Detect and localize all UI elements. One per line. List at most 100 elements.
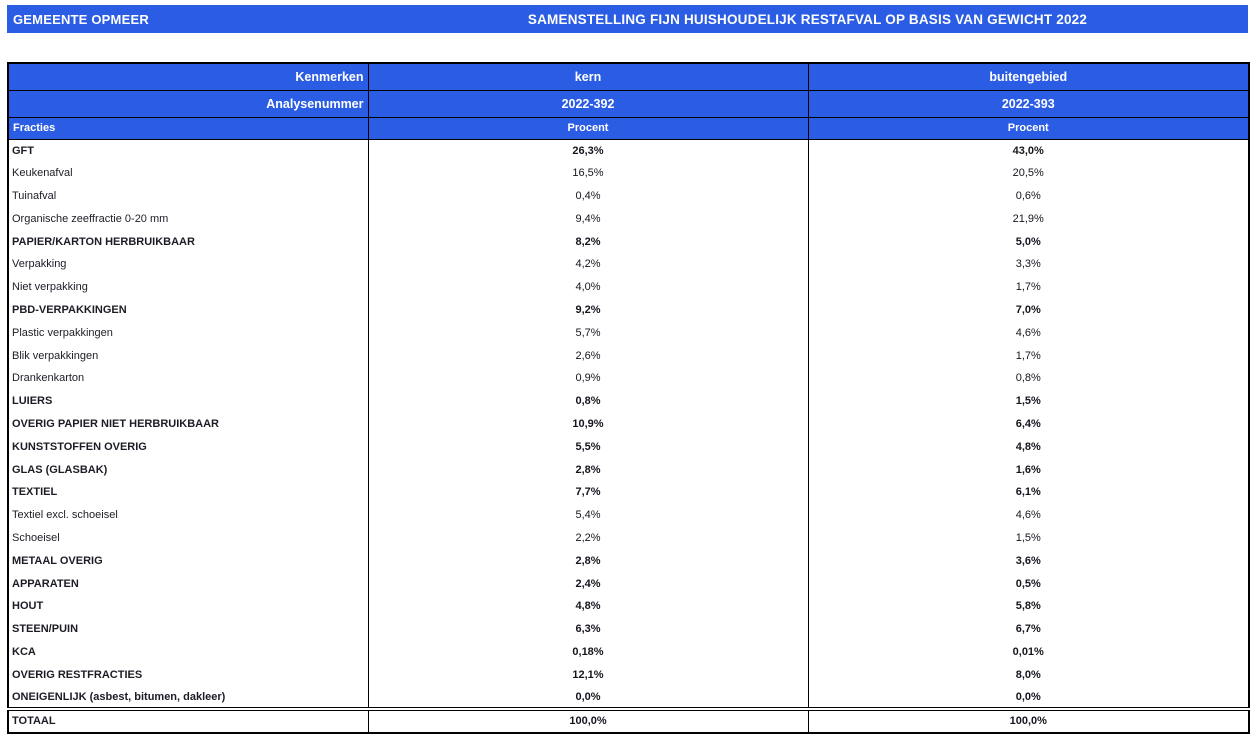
- fraction-label: Schoeisel: [12, 531, 60, 544]
- fraction-label: TOTAAL: [8, 706, 368, 733]
- fracties-header-row: Fracties Procent Procent: [8, 117, 1249, 140]
- fraction-row: OVERIG RESTFRACTIES 12,1% 8,0%: [8, 663, 1249, 687]
- kern-percent-value: 8,2%: [367, 230, 808, 253]
- fraction-row: Blik verpakkingen 2,6% 1,7%: [8, 344, 1249, 367]
- kern-percent-value: 6,3%: [367, 617, 808, 641]
- analysenummer-kern: 2022-392: [367, 90, 808, 118]
- fraction-row: Plastic verpakkingen 5,7% 4,6%: [8, 321, 1249, 345]
- buitengebied-percent-value: 4,6%: [807, 503, 1249, 527]
- kern-percent-value: 0,0%: [367, 686, 808, 709]
- buitengebied-percent-value: 6,7%: [807, 617, 1249, 641]
- kern-percent-value: 0,18%: [367, 640, 808, 664]
- fraction-row: TEXTIEL 7,7% 6,1%: [8, 480, 1249, 504]
- kern-percent-value: 0,8%: [367, 389, 808, 413]
- kern-percent-value: 2,2%: [367, 526, 808, 550]
- fraction-label: TEXTIEL: [12, 486, 58, 499]
- buitengebied-percent-value: 0,6%: [807, 184, 1249, 208]
- fraction-label: PBD-VERPAKKINGEN: [12, 303, 127, 316]
- kern-percent-value: 5,7%: [367, 321, 808, 345]
- buitengebied-percent-value: 1,7%: [807, 344, 1249, 367]
- fraction-label: GFT: [12, 144, 34, 157]
- fraction-label: KCA: [12, 645, 36, 658]
- buitengebied-percent-value: 43,0%: [807, 139, 1249, 162]
- buitengebied-percent-value: 5,8%: [807, 594, 1249, 618]
- kern-percent-value: 2,8%: [367, 549, 808, 573]
- fraction-label: STEEN/PUIN: [12, 623, 79, 636]
- buitengebied-percent-value: 0,0%: [807, 686, 1249, 709]
- buitengebied-percent-value: 3,6%: [807, 549, 1249, 573]
- buitengebied-percent-value: 4,8%: [807, 435, 1249, 459]
- buitengebied-percent-value: 0,01%: [807, 640, 1249, 664]
- fraction-row: GFT 26,3% 43,0%: [8, 139, 1249, 162]
- fraction-row: ONEIGENLIJK (asbest, bitumen, dakleer) 0,…: [8, 686, 1249, 709]
- fraction-label: Verpakking: [12, 258, 67, 271]
- buitengebied-percent-value: 5,0%: [807, 230, 1249, 253]
- fraction-row: GLAS (GLASBAK) 2,8% 1,6%: [8, 458, 1249, 481]
- fraction-label: OVERIG PAPIER NIET HERBRUIKBAAR: [12, 417, 219, 430]
- kern-percent-value: 9,4%: [367, 207, 808, 231]
- kern-percent-value: 100,0%: [367, 706, 808, 733]
- report-title: SAMENSTELLING FIJN HUISHOUDELIJK RESTAFV…: [527, 11, 1088, 27]
- fraction-label: Plastic verpakkingen: [12, 326, 113, 339]
- report-header-bar: GEMEENTE OPMEER SAMENSTELLING FIJN HUISH…: [7, 5, 1248, 33]
- fraction-row: KCA 0,18% 0,01%: [8, 640, 1249, 664]
- fraction-row: Niet verpakking 4,0% 1,7%: [8, 275, 1249, 299]
- analysenummer-buitengebied: 2022-393: [807, 90, 1249, 118]
- fraction-row: PAPIER/KARTON HERBRUIKBAAR 8,2% 5,0%: [8, 230, 1249, 253]
- buitengebied-percent-value: 6,4%: [807, 412, 1249, 436]
- fraction-label: KUNSTSTOFFEN OVERIG: [12, 440, 147, 453]
- total-row: TOTAAL 100,0% 100,0%: [8, 706, 1249, 733]
- fraction-label: APPARATEN: [12, 577, 79, 590]
- kern-percent-value: 2,6%: [367, 344, 808, 367]
- kern-percent-value: 4,2%: [367, 252, 808, 276]
- kern-percent-value: 9,2%: [367, 298, 808, 322]
- fraction-label: PAPIER/KARTON HERBRUIKBAAR: [12, 235, 195, 248]
- fraction-row: Drankenkarton 0,9% 0,8%: [8, 366, 1249, 390]
- fraction-label: Drankenkarton: [12, 372, 85, 385]
- fraction-row: Schoeisel 2,2% 1,5%: [8, 526, 1249, 550]
- fraction-label: Textiel excl. schoeisel: [12, 509, 118, 522]
- fraction-row: METAAL OVERIG 2,8% 3,6%: [8, 549, 1249, 573]
- fraction-row: OVERIG PAPIER NIET HERBRUIKBAAR 10,9% 6,4%: [8, 412, 1249, 436]
- kern-percent-value: 16,5%: [367, 161, 808, 185]
- waste-composition-table: Kenmerken kern buitengebied Analysenumme…: [7, 62, 1250, 734]
- fraction-label: Niet verpakking: [12, 281, 88, 294]
- fraction-row: HOUT 4,8% 5,8%: [8, 594, 1249, 618]
- kern-percent-value: 0,4%: [367, 184, 808, 208]
- fraction-row: APPARATEN 2,4% 0,5%: [8, 572, 1249, 595]
- fraction-label: ONEIGENLIJK (asbest, bitumen, dakleer): [12, 690, 226, 703]
- fraction-label: GLAS (GLASBAK): [12, 463, 108, 476]
- buitengebied-percent-value: 1,5%: [807, 526, 1249, 550]
- fracties-label: Fracties: [8, 117, 368, 140]
- buitengebied-percent-value: 0,5%: [807, 572, 1249, 595]
- fraction-row: Verpakking 4,2% 3,3%: [8, 252, 1249, 276]
- fraction-label: HOUT: [12, 600, 44, 613]
- municipality-label: GEMEENTE OPMEER: [13, 11, 149, 27]
- fraction-row: Keukenafval 16,5% 20,5%: [8, 161, 1249, 185]
- kern-percent-value: 26,3%: [367, 139, 808, 162]
- fracties-body: GFT 26,3% 43,0% Keukenafval 16,5% 20,5% Tuinaf…: [8, 139, 1249, 733]
- fraction-label: Organische zeeffractie 0-20 mm: [12, 212, 169, 225]
- kern-percent-value: 5,4%: [367, 503, 808, 527]
- fraction-label: LUIERS: [12, 395, 53, 408]
- kern-percent-value: 12,1%: [367, 663, 808, 687]
- procent-header-buitengebied: Procent: [807, 117, 1249, 140]
- analysenummer-label: Analysenummer: [8, 90, 368, 118]
- fraction-row: Textiel excl. schoeisel 5,4% 4,6%: [8, 503, 1249, 527]
- buitengebied-percent-value: 3,3%: [807, 252, 1249, 276]
- fraction-row: STEEN/PUIN 6,3% 6,7%: [8, 617, 1249, 641]
- procent-header-kern: Procent: [367, 117, 808, 140]
- fraction-label: METAAL OVERIG: [12, 554, 103, 567]
- kern-percent-value: 4,8%: [367, 594, 808, 618]
- buitengebied-percent-value: 1,5%: [807, 389, 1249, 413]
- buitengebied-percent-value: 1,6%: [807, 458, 1249, 481]
- fraction-row: Tuinafval 0,4% 0,6%: [8, 184, 1249, 208]
- kern-percent-value: 0,9%: [367, 366, 808, 390]
- fraction-row: KUNSTSTOFFEN OVERIG 5,5% 4,8%: [8, 435, 1249, 459]
- kern-percent-value: 10,9%: [367, 412, 808, 436]
- fraction-label: OVERIG RESTFRACTIES: [12, 668, 143, 681]
- kenmerken-label: Kenmerken: [8, 63, 368, 91]
- buitengebied-percent-value: 6,1%: [807, 480, 1249, 504]
- buitengebied-percent-value: 8,0%: [807, 663, 1249, 687]
